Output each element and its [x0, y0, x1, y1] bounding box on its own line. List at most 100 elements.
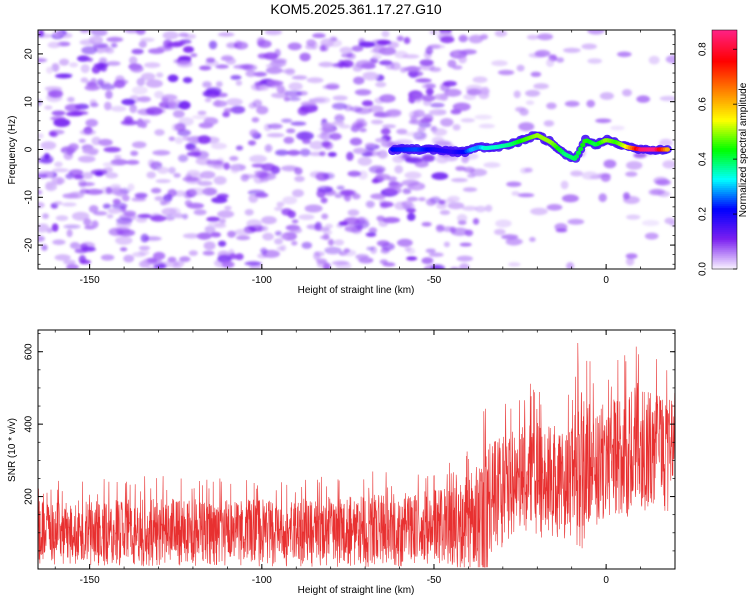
- spectrogram-noise-blob: [408, 110, 420, 119]
- spectrogram-noise-blob: [459, 263, 470, 269]
- spectrogram-noise-blob: [51, 63, 60, 72]
- spectrogram-noise-blob: [414, 160, 429, 168]
- spectrogram-noise-blob: [54, 254, 71, 261]
- spectrogram-noise-blob: [370, 193, 386, 200]
- spectrogram-noise-blob: [282, 196, 298, 205]
- spectrogram-noise-blob: [38, 133, 44, 139]
- colorbar-cell: [712, 43, 737, 47]
- y-tick-label: 400: [24, 415, 35, 432]
- spectrogram-noise-blob: [347, 170, 362, 177]
- colorbar-cell: [712, 125, 737, 129]
- spectrogram-noise-blob: [404, 171, 422, 179]
- spectrogram-noise-blob: [134, 192, 148, 199]
- spectrogram-noise-blob: [253, 71, 267, 77]
- spectrogram-noise-blob: [64, 103, 82, 112]
- spectrogram-noise-blob: [69, 242, 81, 249]
- spectrogram-noise-blob: [353, 120, 368, 126]
- spectrogram-noise-blob: [82, 147, 99, 155]
- spectrogram-noise-blob: [317, 185, 334, 193]
- spectrogram-noise-blob: [529, 237, 536, 242]
- spectrogram-noise-blob: [138, 40, 147, 48]
- spectrogram-noise-blob: [494, 30, 508, 37]
- colorbar-cell: [712, 229, 737, 232]
- spectrogram-noise-blob: [625, 171, 638, 177]
- spectrogram-noise-blob: [380, 247, 390, 254]
- colorbar-cell: [712, 231, 737, 234]
- colorbar-cell: [712, 111, 737, 115]
- colorbar-cell: [712, 159, 737, 163]
- spectrogram-noise-blob: [80, 64, 90, 74]
- spectrogram-noise-blob: [212, 100, 228, 107]
- colorbar-cell: [712, 139, 737, 143]
- spectrogram-noise-blob: [249, 154, 267, 163]
- spectrogram-noise-blob: [388, 182, 404, 189]
- spectrogram-noise-blob: [281, 118, 293, 123]
- spectrogram-noise-blob: [491, 60, 508, 67]
- spectrogram-noise-blob: [508, 262, 521, 267]
- spectrogram-noise-blob: [197, 110, 207, 115]
- spectrogram-noise-blob: [59, 58, 70, 66]
- spectrogram-noise-blob: [65, 173, 74, 180]
- spectrogram-noise-blob: [352, 147, 367, 154]
- spectrogram-noise-blob: [205, 57, 216, 63]
- spectrogram-noise-blob: [425, 198, 437, 206]
- colorbar-cell: [712, 213, 737, 216]
- spectrogram-noise-blob: [306, 77, 324, 84]
- spectrogram-noise-blob: [38, 99, 43, 106]
- spectrogram-noise-blob: [85, 188, 104, 195]
- spectrogram-noise-blob: [41, 244, 48, 251]
- spectrogram-noise-blob: [78, 138, 86, 143]
- spectrogram-noise-blob: [385, 109, 402, 117]
- colorbar-cell: [712, 241, 737, 244]
- spectrogram-noise-blob: [63, 224, 81, 229]
- spectrogram-noise-blob: [289, 227, 303, 234]
- spectrogram-noise-blob: [322, 84, 340, 90]
- spectrogram-noise-blob: [229, 253, 237, 260]
- colorbar-cell: [712, 267, 737, 270]
- x-tick-label: 0: [603, 275, 609, 286]
- spectrogram-noise-blob: [327, 152, 337, 157]
- spectrogram-noise-blob: [359, 127, 367, 133]
- spectrogram-noise-blob: [351, 45, 364, 52]
- spectrogram-noise-blob: [100, 254, 115, 261]
- spectrogram-noise-blob: [206, 159, 223, 165]
- spectrogram-noise-blob: [312, 33, 326, 39]
- spectrogram-noise-blob: [511, 191, 520, 196]
- spectrogram-noise-blob: [178, 154, 189, 163]
- spectrogram-noise-blob: [279, 234, 288, 240]
- spectrogram-noise-blob: [154, 129, 165, 136]
- spectrogram-noise-blob: [182, 233, 200, 239]
- spectrogram-noise-blob: [439, 210, 451, 215]
- spectrogram-noise-blob: [78, 182, 95, 187]
- colorbar-cell: [712, 207, 737, 210]
- spectrogram-noise-blob: [84, 84, 101, 91]
- spectrogram-noise-blob: [162, 200, 171, 205]
- colorbar-cell: [712, 117, 737, 121]
- spectrogram-noise-blob: [38, 201, 45, 209]
- spectrogram-noise-blob: [91, 136, 102, 146]
- spectrogram-noise-blob: [262, 232, 274, 241]
- spectrogram-noise-blob: [125, 159, 140, 165]
- spectrogram-noise-blob: [659, 95, 675, 102]
- spectrogram-noise-blob: [276, 85, 285, 94]
- spectrogram-noise-blob: [302, 139, 311, 144]
- spectrogram-noise-blob: [312, 96, 331, 104]
- spectrogram-noise-blob: [54, 161, 63, 168]
- spectrogram-noise-blob: [161, 97, 170, 102]
- spectrogram-noise-blob: [110, 43, 118, 48]
- spectrogram-noise-blob: [144, 62, 161, 68]
- spectrogram-noise-blob: [371, 178, 380, 184]
- spectrogram-noise-blob: [599, 92, 615, 100]
- spectrogram-noise-blob: [287, 42, 302, 51]
- y-tick-label: 0: [24, 146, 35, 152]
- spectrogram-noise-blob: [80, 77, 89, 83]
- spectrogram-noise-blob: [327, 239, 335, 246]
- spectrogram-noise-blob: [292, 189, 304, 198]
- spectrogram-noise-blob: [249, 129, 259, 137]
- colorbar-cell: [712, 103, 737, 107]
- spectrogram-noise-blob: [309, 140, 326, 150]
- spectrogram-noise-blob: [68, 143, 79, 151]
- spectrogram-noise-blob: [215, 64, 229, 69]
- colorbar-cell: [712, 129, 737, 133]
- spectrogram-noise-blob: [299, 52, 311, 62]
